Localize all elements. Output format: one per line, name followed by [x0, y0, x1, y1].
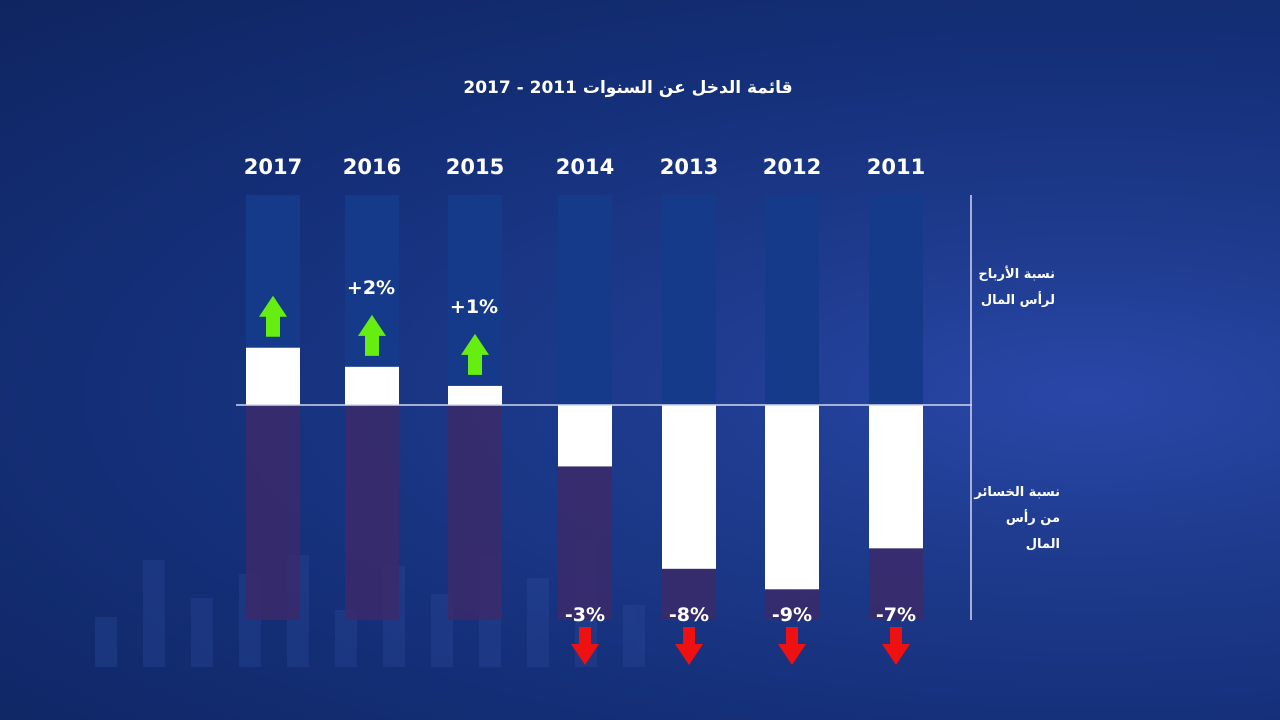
arrow-up-icon — [259, 295, 287, 337]
bar-2017 — [246, 347, 300, 405]
chart-title: قائمة الدخل عن السنوات 2011 - 2017 — [463, 78, 793, 98]
bar-2016 — [345, 366, 399, 405]
y-axis-label-negative: نسبة الخسائر من رأس المال — [970, 480, 1060, 558]
bar-2012 — [765, 405, 819, 590]
data-label-2011: -7% — [876, 604, 916, 626]
x-tick-label-2011: 2011 — [867, 155, 925, 179]
bar-track-positive-2013 — [662, 195, 716, 405]
x-tick-label-2016: 2016 — [343, 155, 401, 179]
x-tick-label-2015: 2015 — [446, 155, 504, 179]
bar-track-positive-2014 — [558, 195, 612, 405]
data-label-2012: -9% — [772, 604, 812, 626]
x-tick-label-2017: 2017 — [244, 155, 302, 179]
bar-track-negative-2016 — [345, 405, 399, 620]
data-label-2014: -3% — [565, 604, 605, 626]
y-axis-label-negative-line2: من رأس المال — [1005, 511, 1060, 552]
bar-2014 — [558, 405, 612, 467]
arrow-up-icon — [358, 314, 386, 356]
arrow-down-icon — [571, 627, 599, 665]
arrow-up-icon — [461, 333, 489, 375]
x-tick-label-2012: 2012 — [763, 155, 821, 179]
bar-track-negative-2015 — [448, 405, 502, 620]
y-axis-label-negative-line1: نسبة الخسائر — [974, 485, 1060, 500]
bar-track-positive-2012 — [765, 195, 819, 405]
data-label-2016: +2% — [347, 277, 395, 299]
bar-2013 — [662, 405, 716, 569]
arrow-down-icon — [778, 627, 806, 665]
bar-track-negative-2017 — [246, 405, 300, 620]
bar-2015 — [448, 385, 502, 405]
x-tick-label-2014: 2014 — [556, 155, 614, 179]
y-axis-label-positive: نسبة الأرباح لرأس المال — [975, 262, 1055, 314]
x-tick-label-2013: 2013 — [660, 155, 718, 179]
data-label-2015: +1% — [450, 296, 498, 318]
y-axis-label-positive-line2: لرأس المال — [980, 293, 1055, 308]
data-label-2013: -8% — [669, 604, 709, 626]
y-axis-label-positive-line1: نسبة الأرباح — [978, 267, 1055, 282]
arrow-down-icon — [675, 627, 703, 665]
arrow-down-icon — [882, 627, 910, 665]
bar-2011 — [869, 405, 923, 549]
bar-track-positive-2011 — [869, 195, 923, 405]
